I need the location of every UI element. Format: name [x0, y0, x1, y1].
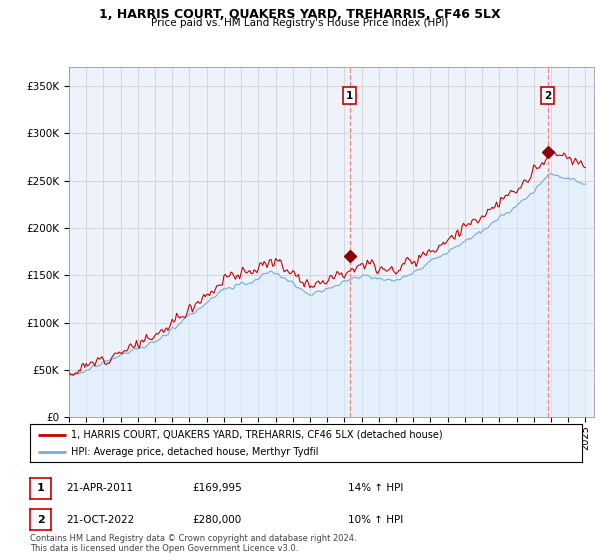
- Text: 21-APR-2011: 21-APR-2011: [66, 483, 133, 493]
- Text: 1: 1: [37, 483, 44, 493]
- Text: 10% ↑ HPI: 10% ↑ HPI: [348, 515, 403, 525]
- Text: Price paid vs. HM Land Registry's House Price Index (HPI): Price paid vs. HM Land Registry's House …: [151, 18, 449, 29]
- Text: Contains HM Land Registry data © Crown copyright and database right 2024.
This d: Contains HM Land Registry data © Crown c…: [30, 534, 356, 553]
- Text: HPI: Average price, detached house, Merthyr Tydfil: HPI: Average price, detached house, Mert…: [71, 447, 319, 458]
- Text: £169,995: £169,995: [192, 483, 242, 493]
- Text: 2: 2: [544, 91, 551, 101]
- Text: £280,000: £280,000: [192, 515, 241, 525]
- Text: 1: 1: [346, 91, 353, 101]
- Text: 1, HARRIS COURT, QUAKERS YARD, TREHARRIS, CF46 5LX (detached house): 1, HARRIS COURT, QUAKERS YARD, TREHARRIS…: [71, 430, 443, 440]
- Text: 2: 2: [37, 515, 44, 525]
- Text: 21-OCT-2022: 21-OCT-2022: [66, 515, 134, 525]
- Text: 14% ↑ HPI: 14% ↑ HPI: [348, 483, 403, 493]
- Text: 1, HARRIS COURT, QUAKERS YARD, TREHARRIS, CF46 5LX: 1, HARRIS COURT, QUAKERS YARD, TREHARRIS…: [99, 8, 501, 21]
